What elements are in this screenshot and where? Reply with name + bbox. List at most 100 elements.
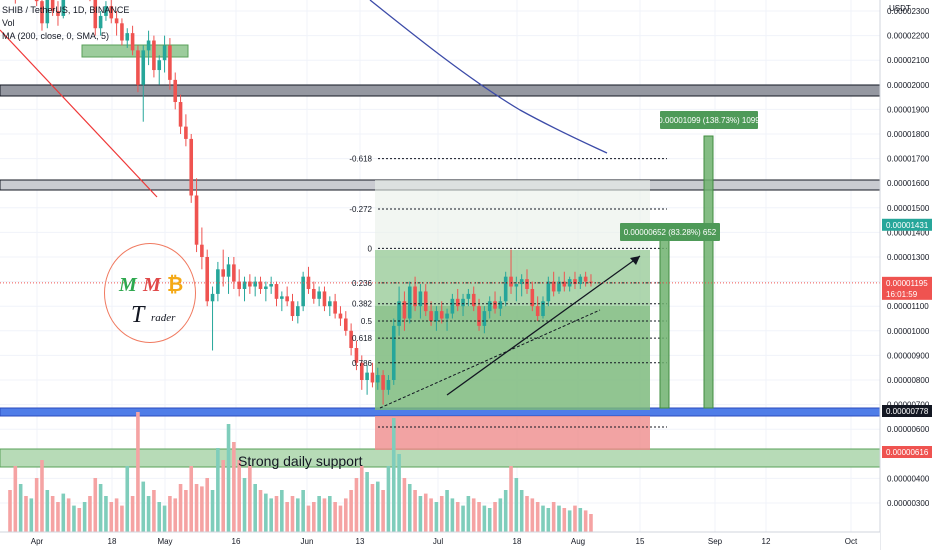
- candle-body: [114, 18, 119, 24]
- logo-m-red: M: [143, 274, 161, 296]
- volume-bar: [525, 496, 529, 532]
- volume-bar: [13, 466, 18, 532]
- volume-bar: [146, 496, 151, 532]
- volume-bar: [397, 454, 401, 532]
- candle-body: [146, 40, 151, 51]
- volume-bar: [88, 496, 92, 532]
- candle-body: [189, 138, 194, 196]
- volume-bar: [498, 498, 503, 532]
- volume-bar: [189, 466, 194, 532]
- candle-body: [205, 257, 210, 302]
- loss-zone: [375, 416, 650, 450]
- volume-indicator-label: Vol: [2, 18, 15, 28]
- volume-bar: [178, 484, 183, 532]
- volume-bar: [413, 490, 417, 532]
- candle-body: [34, 0, 39, 2]
- volume-bar: [578, 508, 583, 532]
- candle-body: [445, 313, 449, 319]
- volume-bar: [461, 505, 465, 532]
- volume-bar: [359, 466, 364, 532]
- zones-layer: [0, 44, 881, 468]
- volume-bar: [93, 478, 98, 532]
- volume-bar: [221, 460, 225, 532]
- candle-body: [168, 45, 172, 80]
- candle-body: [477, 306, 481, 326]
- candle-body: [280, 296, 284, 299]
- volume-bar: [535, 502, 540, 532]
- candle-body: [423, 291, 428, 312]
- volume-bar: [530, 498, 535, 532]
- volume-bar: [258, 490, 263, 532]
- volume-bar: [77, 508, 82, 532]
- price-tag-label: 16:01:59: [886, 290, 918, 299]
- price-tick-label: 0.00001900: [887, 105, 930, 114]
- volume-bar: [120, 505, 124, 532]
- volume-bar: [242, 478, 247, 532]
- ma-indicator-label: MA (200, close, 0, SMA, 5): [2, 31, 110, 41]
- candle-body: [178, 102, 183, 127]
- volume-bar: [34, 478, 39, 532]
- price-tag-label: 0.00001195: [886, 279, 928, 288]
- price-tag-bg: [882, 287, 932, 300]
- candle-body: [232, 264, 236, 282]
- candle-body: [375, 375, 380, 383]
- candle-body: [120, 23, 124, 41]
- volume-bar: [216, 448, 220, 532]
- volume-bar: [130, 496, 135, 532]
- chart-legend: SHIB / TetherUS, 1D, BINANCE Vol MA (200…: [2, 4, 129, 43]
- candle-body: [519, 279, 524, 285]
- price-tick-label: 0.00002000: [887, 81, 930, 90]
- fib-level-label: -0.618: [349, 155, 372, 164]
- volume-bar: [583, 510, 588, 532]
- currency-unit: USDT: [889, 4, 911, 13]
- volume-bar: [253, 484, 257, 532]
- candle-body: [274, 284, 279, 299]
- time-tick-label: Sep: [708, 537, 723, 546]
- candle-body: [322, 291, 327, 307]
- price-tick-label: 0.00001300: [887, 253, 930, 262]
- time-tick-label: 15: [636, 537, 645, 546]
- candle-body: [567, 279, 572, 287]
- candle-body: [317, 291, 321, 299]
- volume-bar: [290, 496, 295, 532]
- ma200-line: [369, 0, 608, 154]
- price-tick-label: 0.00001100: [887, 302, 929, 311]
- measure-label-bg-1: [620, 223, 720, 241]
- volume-bar: [445, 490, 449, 532]
- price-tick-label: 0.00002100: [887, 56, 930, 65]
- candle-body: [450, 298, 455, 314]
- volume-bar: [471, 498, 476, 532]
- candle-body: [589, 281, 593, 283]
- candle-body: [50, 0, 55, 12]
- profit-zone-inner: [375, 306, 650, 410]
- candle-body: [402, 301, 407, 319]
- volume-bar: [184, 490, 188, 532]
- volume-bar: [98, 484, 103, 532]
- fib-level-label: 0.236: [352, 279, 373, 288]
- candle-body: [301, 276, 305, 307]
- volume-bar: [573, 505, 577, 532]
- time-tick-label: 12: [762, 537, 771, 546]
- volume-bar: [439, 496, 444, 532]
- price-tick-label: 0.00000800: [887, 376, 930, 385]
- fib-level-label: 0.618: [352, 334, 373, 343]
- volume-bar: [328, 496, 332, 532]
- logo-m-green: M: [119, 274, 137, 296]
- candle-body: [365, 372, 369, 380]
- downtrend-line: [0, 29, 158, 198]
- candle-body: [397, 301, 401, 326]
- volume-bar: [152, 490, 156, 532]
- price-tag-bg: [882, 218, 932, 231]
- volume-bar: [407, 484, 412, 532]
- volume-bar: [386, 466, 391, 532]
- time-tick-label: Jun: [301, 537, 314, 546]
- price-tick-label: 0.00000400: [887, 474, 930, 483]
- fib-level-label: 0.786: [352, 359, 373, 368]
- candle-body: [530, 288, 535, 307]
- volume-bar: [338, 505, 343, 532]
- candle-body: [173, 79, 178, 103]
- candle-body: [109, 6, 114, 19]
- small-zone-top: [81, 44, 189, 58]
- candle-body: [296, 306, 300, 317]
